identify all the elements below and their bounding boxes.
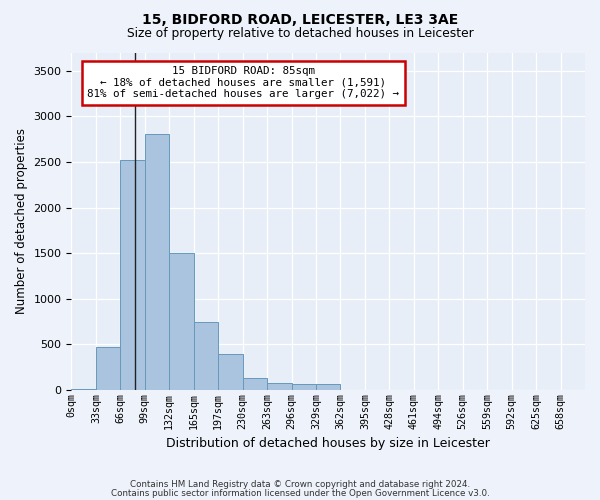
Bar <box>145 134 169 390</box>
Bar <box>121 160 145 390</box>
Bar <box>267 382 292 390</box>
X-axis label: Distribution of detached houses by size in Leicester: Distribution of detached houses by size … <box>166 437 490 450</box>
Bar <box>316 384 340 390</box>
Bar <box>218 354 242 390</box>
Bar <box>242 378 267 390</box>
Bar <box>169 253 194 390</box>
Bar <box>292 384 316 390</box>
Text: Contains HM Land Registry data © Crown copyright and database right 2024.: Contains HM Land Registry data © Crown c… <box>130 480 470 489</box>
Text: Size of property relative to detached houses in Leicester: Size of property relative to detached ho… <box>127 28 473 40</box>
Bar <box>96 347 121 390</box>
Text: 15 BIDFORD ROAD: 85sqm
← 18% of detached houses are smaller (1,591)
81% of semi-: 15 BIDFORD ROAD: 85sqm ← 18% of detached… <box>88 66 400 99</box>
Bar <box>194 322 218 390</box>
Y-axis label: Number of detached properties: Number of detached properties <box>15 128 28 314</box>
Text: Contains public sector information licensed under the Open Government Licence v3: Contains public sector information licen… <box>110 489 490 498</box>
Text: 15, BIDFORD ROAD, LEICESTER, LE3 3AE: 15, BIDFORD ROAD, LEICESTER, LE3 3AE <box>142 12 458 26</box>
